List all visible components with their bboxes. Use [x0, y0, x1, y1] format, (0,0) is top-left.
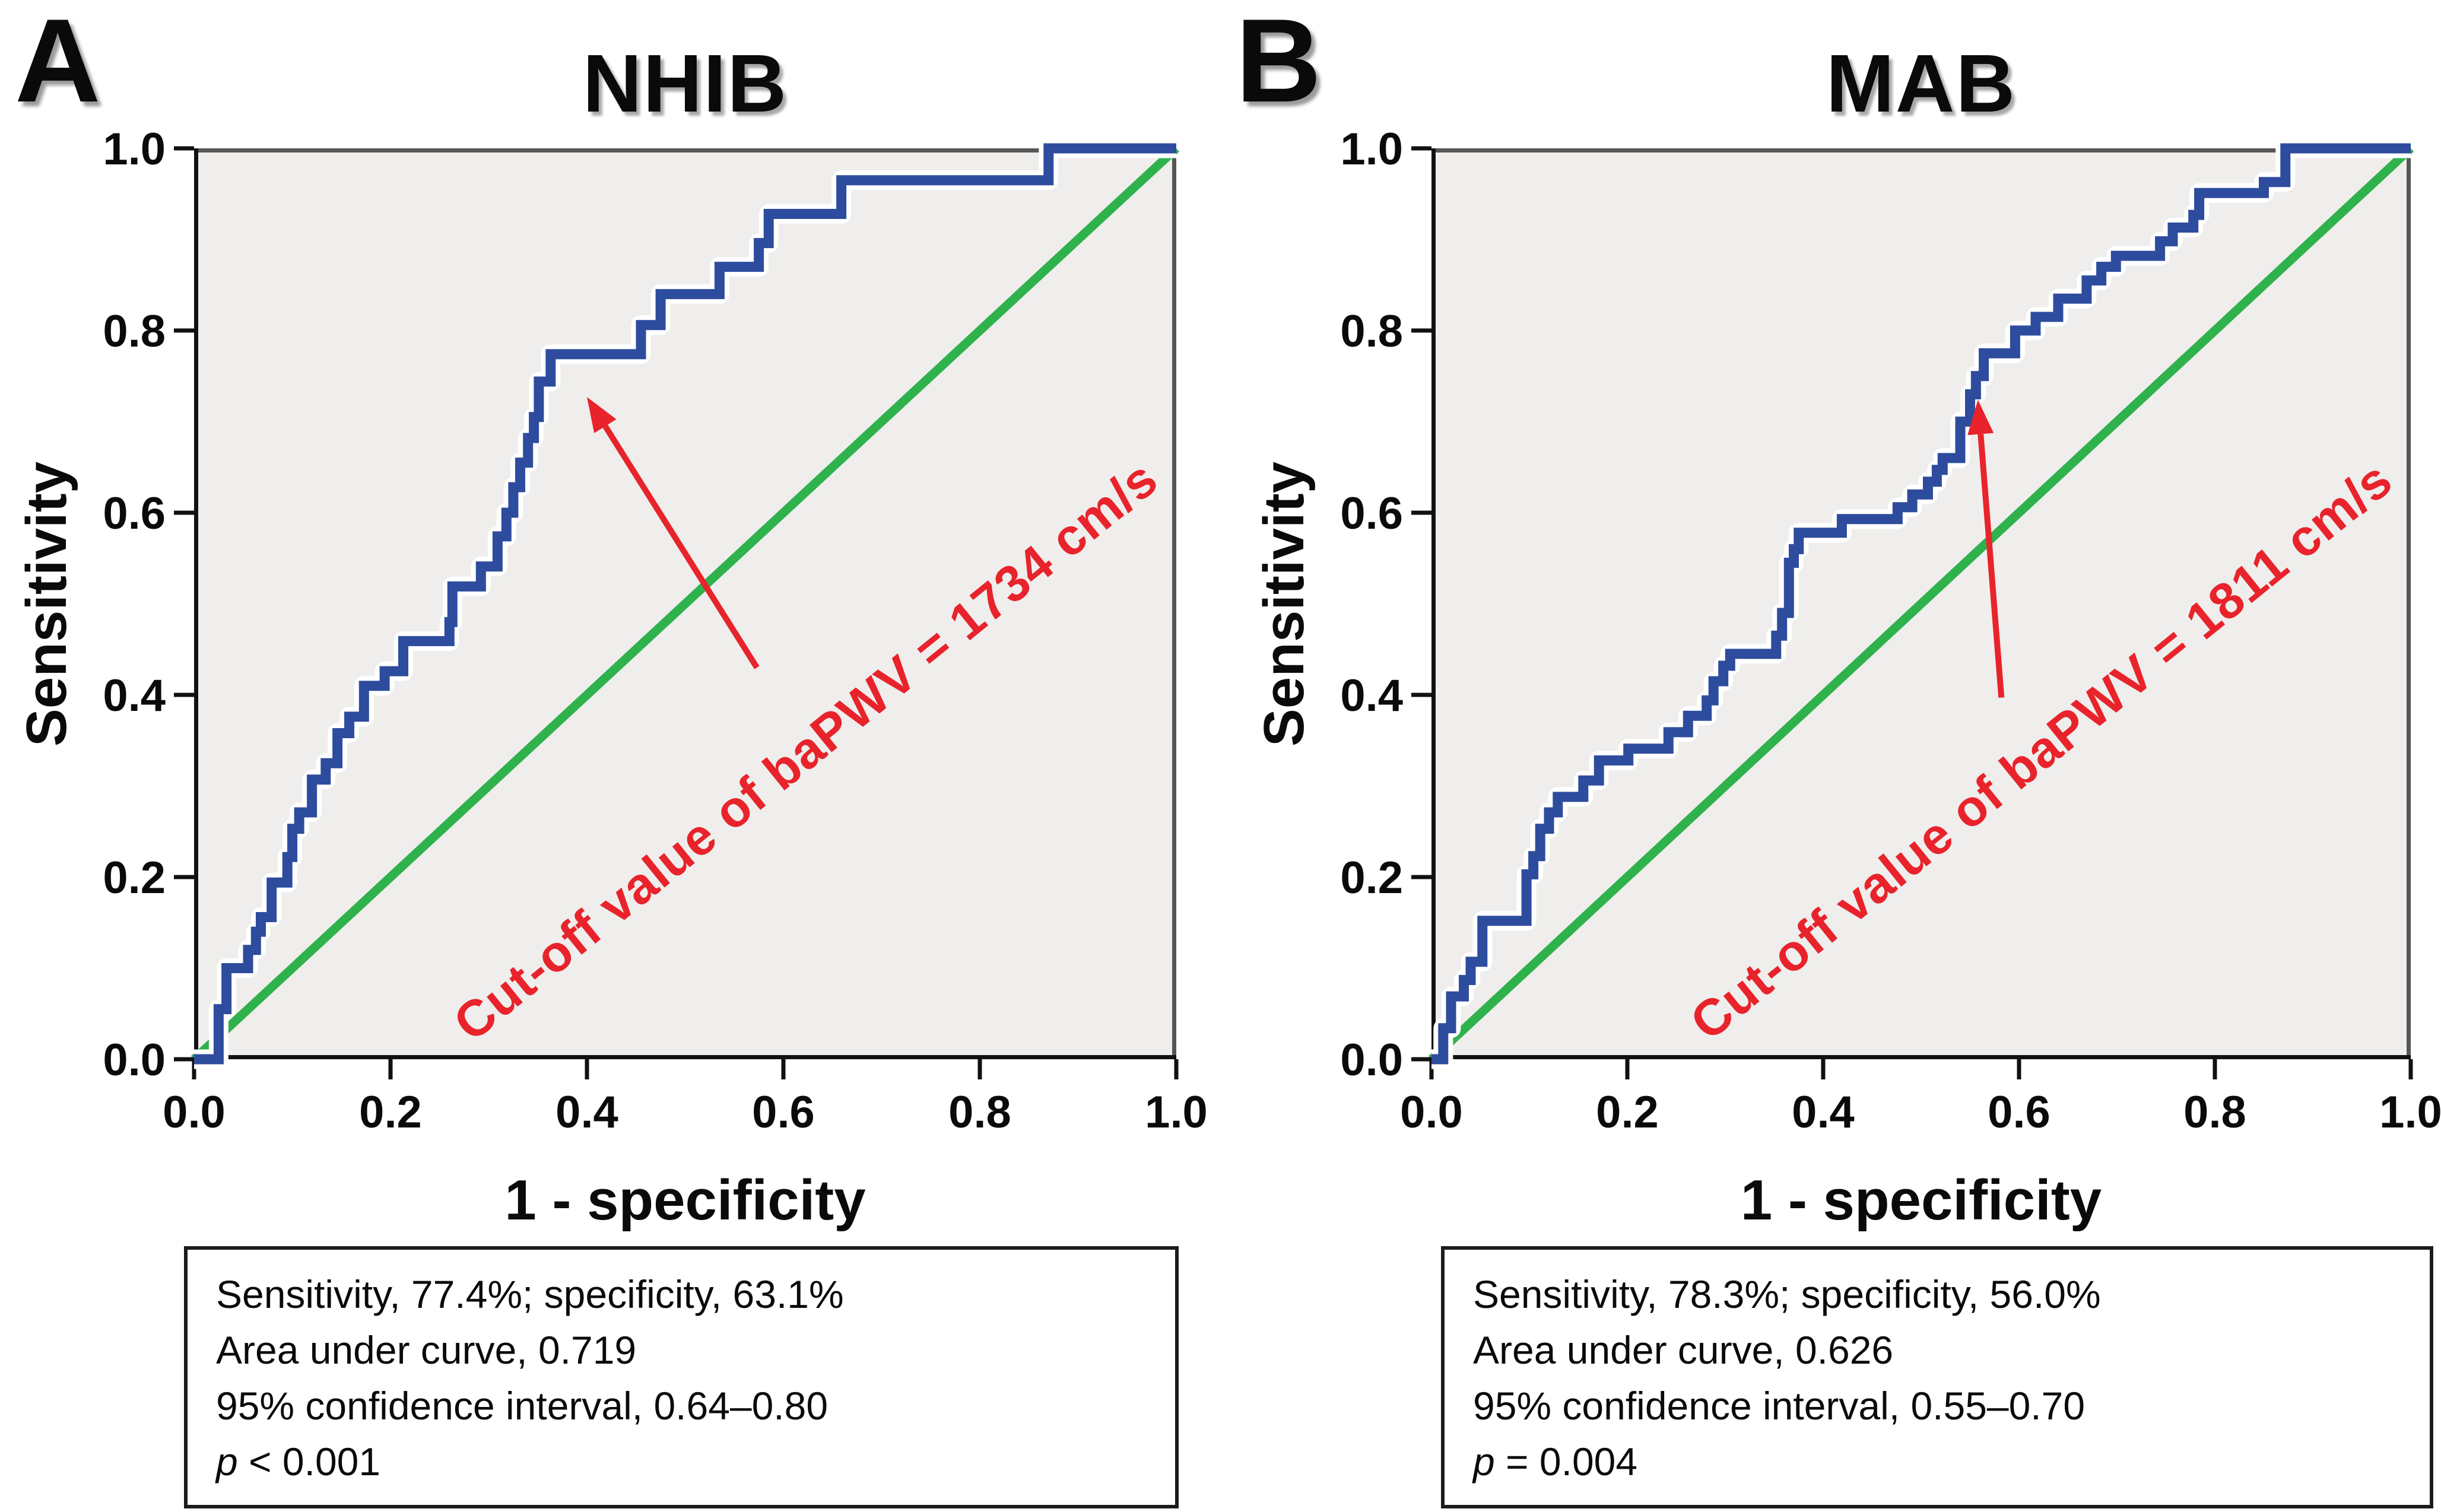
- y-tick-label: 0.6: [103, 488, 166, 539]
- stats-pvalue-a: p < 0.001: [216, 1440, 381, 1484]
- x-tick-label: 0.0: [163, 1087, 226, 1138]
- stats-ci-a: 95% confidence interval, 0.64–0.80: [216, 1384, 829, 1428]
- x-tick-label: 1.0: [2379, 1087, 2441, 1138]
- stats-auc-b: Area under curve, 0.626: [1473, 1328, 1894, 1372]
- cutoff-arrowhead: [1967, 399, 1994, 436]
- y-tick-label: 0.0: [103, 1035, 166, 1085]
- x-tick-label: 0.4: [1792, 1087, 1855, 1138]
- y-tick-label: 0.8: [103, 306, 166, 357]
- x-axis-title-a: 1 - specificity: [504, 1168, 866, 1232]
- roc-plot-a: [174, 138, 1180, 1079]
- x-tick-label: 0.6: [1988, 1087, 2050, 1138]
- y-tick-label: 0.0: [1340, 1035, 1403, 1085]
- roc-curve: [194, 143, 1176, 1065]
- x-tick-label: 0.4: [556, 1087, 618, 1138]
- cutoff-arrow: [1977, 434, 2005, 698]
- x-tick-label: 1.0: [1145, 1087, 1208, 1138]
- panel-label-b: B: [1236, 0, 1322, 127]
- y-axis-title-b: Sensitivity: [1252, 461, 1316, 747]
- y-tick-label: 0.8: [1340, 306, 1403, 357]
- x-tick-label: 0.6: [752, 1087, 815, 1138]
- x-tick-label: 0.8: [2183, 1087, 2246, 1138]
- cutoff-arrow: [602, 424, 760, 669]
- stats-sensitivity-specificity-a: Sensitivity, 77.4%; specificity, 63.1%: [216, 1272, 844, 1316]
- stats-pvalue-b: p = 0.004: [1473, 1440, 1638, 1484]
- plot-frame-top-right: [194, 148, 1176, 1059]
- y-axis-title-a: Sensitivity: [15, 461, 78, 747]
- y-tick-label: 0.2: [103, 853, 166, 903]
- stats-auc-a: Area under curve, 0.719: [216, 1328, 637, 1372]
- panel-title-mab: MAB: [1826, 38, 2017, 129]
- x-tick-label: 0.0: [1400, 1087, 1463, 1138]
- x-tick-label: 0.2: [1596, 1087, 1659, 1138]
- y-tick-label: 0.6: [1340, 488, 1403, 539]
- reference-diagonal-line: [191, 145, 1180, 1063]
- y-tick-label: 0.4: [103, 671, 166, 721]
- panel-title-nhib: NHIB: [582, 38, 788, 129]
- y-tick-label: 0.2: [1340, 853, 1403, 903]
- y-tick-label: 1.0: [103, 124, 166, 174]
- stats-box-b: Sensitivity, 78.3%; specificity, 56.0% A…: [1441, 1246, 2433, 1508]
- roc-curve: [1431, 143, 2411, 1065]
- y-tick-label: 1.0: [1340, 124, 1403, 174]
- x-axis-title-b: 1 - specificity: [1740, 1168, 2102, 1232]
- roc-plot-b: [1411, 138, 2414, 1079]
- x-tick-label: 0.2: [359, 1087, 422, 1138]
- y-tick-label: 0.4: [1340, 671, 1403, 721]
- stats-box-a: Sensitivity, 77.4%; specificity, 63.1% A…: [184, 1246, 1179, 1508]
- stats-sensitivity-specificity-b: Sensitivity, 78.3%; specificity, 56.0%: [1473, 1272, 2101, 1316]
- cutoff-arrowhead: [587, 397, 617, 433]
- x-tick-label: 0.8: [948, 1087, 1011, 1138]
- stats-ci-b: 95% confidence interval, 0.55–0.70: [1473, 1384, 2086, 1428]
- panel-label-a: A: [15, 0, 101, 127]
- plot-frame-top-right: [1431, 148, 2411, 1059]
- reference-diagonal-line: [1428, 145, 2414, 1063]
